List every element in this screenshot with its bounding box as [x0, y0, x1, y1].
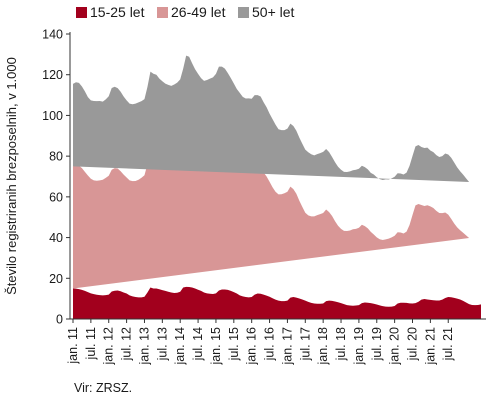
x-tick-label: jul. 19	[370, 327, 384, 361]
x-tick-label: jan. 11	[66, 327, 80, 365]
area-series-2	[73, 134, 470, 289]
x-tick-label: jan. 18	[316, 327, 330, 366]
y-tick-label: 140	[42, 28, 63, 42]
y-tick-label: 100	[42, 109, 63, 123]
legend-swatch	[157, 7, 168, 18]
legend: 15-25 let 26-49 let 50+ let	[76, 4, 295, 20]
x-tick-label: jul. 16	[263, 327, 277, 361]
y-tick-label: 60	[49, 190, 63, 204]
legend-swatch	[76, 7, 87, 18]
x-tick-label: jul. 21	[441, 327, 455, 361]
stacked-areas	[73, 55, 481, 319]
area-series-1	[73, 286, 481, 319]
source-note: Vir: ZRSZ.	[74, 381, 133, 395]
x-tick-label: jul. 20	[406, 327, 420, 361]
x-tick-label: jan. 20	[388, 327, 402, 366]
y-tick-label: 40	[49, 231, 63, 245]
x-tick-label: jul. 18	[334, 327, 348, 361]
x-tick-label: jan. 21	[423, 327, 437, 366]
legend-label: 15-25 let	[90, 4, 145, 20]
legend-swatch	[238, 7, 249, 18]
x-tick-label: jan. 16	[245, 327, 259, 366]
x-tick-label: jan. 13	[137, 327, 151, 366]
x-tick-label: jan. 17	[280, 327, 294, 366]
y-tick-label: 0	[56, 313, 63, 327]
x-tick-label: jan. 12	[102, 327, 116, 366]
y-axis-title: Število registriranih brezposelnih, v 1.…	[4, 57, 19, 295]
legend-label: 50+ let	[252, 4, 295, 20]
x-tick-label: jan. 15	[209, 327, 223, 366]
y-tick-label: 20	[49, 272, 63, 286]
x-tick-label: jul. 14	[191, 327, 205, 361]
area-series-3	[73, 55, 470, 182]
x-tick-label: jul. 11	[84, 327, 98, 360]
x-tick-label: jul. 12	[120, 327, 134, 361]
x-tick-label: jul. 13	[155, 327, 169, 361]
x-tick-label: jul. 15	[227, 327, 241, 361]
x-tick-label: jan. 19	[352, 327, 366, 366]
y-tick-label: 80	[49, 150, 63, 164]
y-tick-label: 120	[42, 68, 63, 82]
axes: 0 20 40 60 80 100 120 140 jan. 11 jul. 11 jan. 12 j…	[42, 28, 486, 366]
x-tick-label: jan. 14	[173, 327, 187, 366]
x-tick-label: jul. 17	[298, 327, 312, 361]
legend-label: 26-49 let	[171, 4, 226, 20]
